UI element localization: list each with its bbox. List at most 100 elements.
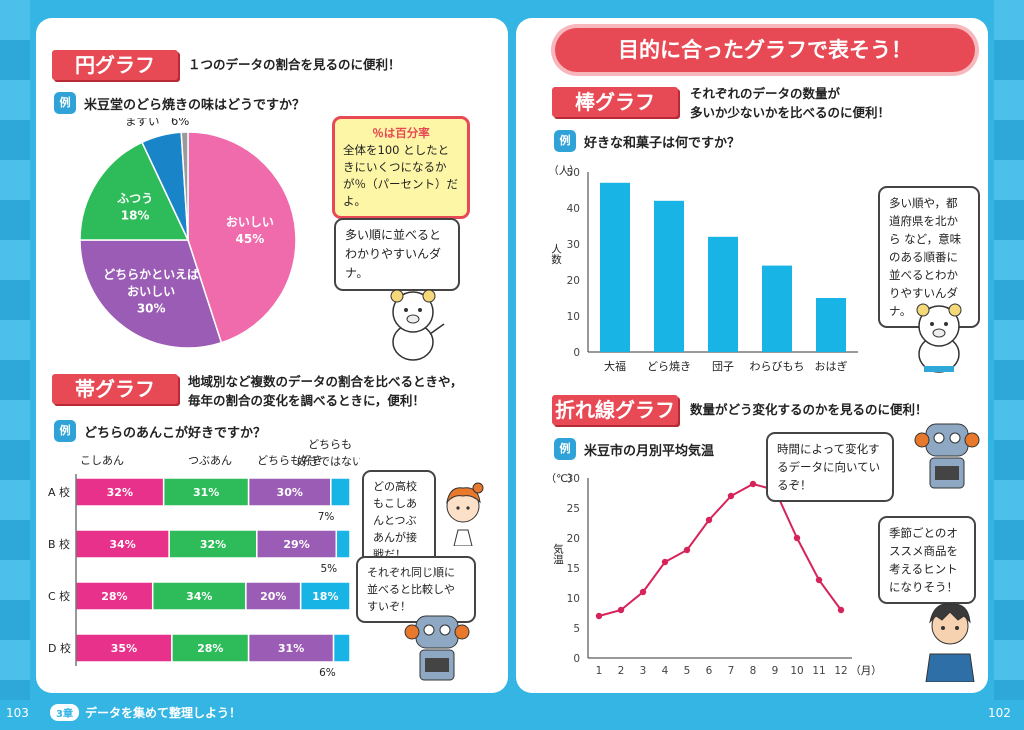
band-segment <box>256 529 338 559</box>
bar-y-tick: 30 <box>567 239 580 251</box>
line-point <box>639 588 647 596</box>
bar-y-label: 人数 <box>550 244 562 266</box>
line-point <box>793 534 801 542</box>
chapter-badge: 3章 <box>50 704 79 721</box>
line-point <box>661 558 669 566</box>
band-legend-label: つぶあん <box>188 454 232 467</box>
band-value-label: 28% <box>197 642 223 655</box>
bar-example: 例 好きな和菓子は何ですか？ <box>554 130 740 152</box>
band-example: 例 どちらのあんこが好きですか？ <box>54 420 266 442</box>
line-x-tick: 2 <box>618 665 625 677</box>
band-value-label: 28% <box>101 590 127 603</box>
band-value-label: 32% <box>107 486 133 499</box>
band-section-title: 帯グラフ <box>52 374 178 404</box>
pie-section-title: 円グラフ <box>52 50 178 80</box>
band-value-label: 6% <box>319 667 336 679</box>
percent-note-title: ％は百分率 <box>372 126 430 140</box>
chapter-title: データを集めて整理しよう！ <box>84 706 241 720</box>
band-row-label: A 校 <box>48 485 70 499</box>
line-example: 例 米豆市の月別平均気温 <box>554 438 714 460</box>
band-row-label: C 校 <box>48 589 70 603</box>
bar <box>816 298 846 352</box>
line-y-unit: （℃） <box>546 473 579 485</box>
band-section-description: 地域別など複数のデータの割合を比べるときや， 毎年の割合の変化を調べるときに，便… <box>188 372 463 410</box>
pie-slice-label: ふつう 18% <box>117 191 153 222</box>
band-value-label: 30% <box>277 486 303 499</box>
bar-x-tick: わらびもち <box>750 360 805 373</box>
line-y-tick: 30 <box>567 473 580 485</box>
line-x-tick: 1 <box>596 665 603 677</box>
bear-mascot-icon <box>390 289 445 361</box>
band-legend-label: どちらも好きではない <box>297 438 360 468</box>
line-y-label: 気温 <box>552 543 564 565</box>
bar <box>708 236 738 352</box>
example-badge: 例 <box>54 420 76 442</box>
bar-y-tick: 10 <box>567 311 580 323</box>
bar <box>762 265 792 352</box>
band-segment <box>75 529 170 559</box>
band-speech-bubble-1: どの高校もこしあんとつぶあんが接戦だ！ <box>362 470 436 571</box>
bar-description-line-1: それぞれのデータの数量が <box>690 86 841 101</box>
bar-speech-bubble: 多い順や，都道府県を北から など，意味のある順番に並べるとわかりやすいんダナ。 <box>878 186 980 328</box>
right-page-number: 102 <box>988 706 1011 720</box>
band-value-label: 5% <box>320 563 337 575</box>
line-x-tick: 5 <box>684 665 691 677</box>
band-value-label: 31% <box>278 642 304 655</box>
line-section-title: 折れ線グラフ <box>552 395 678 425</box>
band-segment <box>299 581 351 611</box>
line-x-tick: 4 <box>662 665 669 677</box>
line-point <box>705 516 713 524</box>
band-value-label: 29% <box>283 538 309 551</box>
bar-section-description: それぞれのデータの数量が 多いか少ないかを比べるのに便利！ <box>690 84 890 122</box>
line-point <box>595 612 603 620</box>
left-edge-decoration <box>0 0 30 700</box>
band-segment <box>245 581 302 611</box>
band-segment <box>162 477 250 507</box>
bar-y-tick: 50 <box>567 167 580 179</box>
robot-character-icon <box>914 423 980 489</box>
band-speech-bubble-2: それぞれ同じ順に並べると比較しやすいぞ！ <box>356 556 476 623</box>
line-point <box>837 606 845 614</box>
bar-y-tick: 40 <box>567 203 580 215</box>
bar-x-tick: おはぎ <box>815 359 848 373</box>
pie-slice-label: どちらかといえばおいしい 30% <box>103 267 199 316</box>
bar-x-tick: どら焼き <box>647 360 691 373</box>
line-question: 米豆市の月別平均気温 <box>584 443 715 459</box>
line-point <box>683 546 691 554</box>
pie-slice <box>79 239 223 349</box>
bar-x-tick: 大福 <box>604 359 626 373</box>
band-row-label: D 校 <box>48 641 71 655</box>
band-legend-label: こしあん <box>80 454 124 467</box>
pie-speech-bubble: 多い順に並べるとわかりやすいんダナ。 <box>334 218 460 291</box>
band-value-label: 7% <box>318 511 335 523</box>
bar-y-tick: 0 <box>573 347 580 359</box>
pie-slice-label: おいしい 45% <box>226 215 274 246</box>
band-segment <box>330 477 351 507</box>
pie-slice-label: どちらかといえばまずい 6% <box>111 118 203 128</box>
chapter-label: 3章 データを集めて整理しよう！ <box>50 704 241 721</box>
line-point <box>727 492 735 500</box>
line-x-tick: 9 <box>772 665 779 677</box>
band-description-line-2: 毎年の割合の変化を調べるときに，便利！ <box>188 393 425 408</box>
line-y-tick: 25 <box>567 503 580 515</box>
pie-slice <box>187 131 297 344</box>
line-point <box>749 480 757 488</box>
line-point <box>815 576 823 584</box>
band-row-label: B 校 <box>48 537 70 551</box>
line-x-tick: 7 <box>728 665 735 677</box>
band-segment <box>247 477 332 507</box>
line-speech-bubble-2: 季節ごとのオススメ商品を考えるヒントになりそう！ <box>878 516 976 604</box>
line-y-tick: 15 <box>567 563 580 575</box>
bar-description-line-2: 多いか少ないかを比べるのに便利！ <box>690 105 891 120</box>
band-segment <box>168 529 258 559</box>
band-segment <box>335 529 351 559</box>
line-point <box>617 606 625 614</box>
line-series <box>598 482 842 617</box>
band-legend-label: どちらも好き <box>257 453 323 467</box>
bar <box>654 200 684 352</box>
line-x-tick: 3 <box>640 665 647 677</box>
example-badge: 例 <box>554 438 576 460</box>
robot-character-icon <box>404 615 470 681</box>
